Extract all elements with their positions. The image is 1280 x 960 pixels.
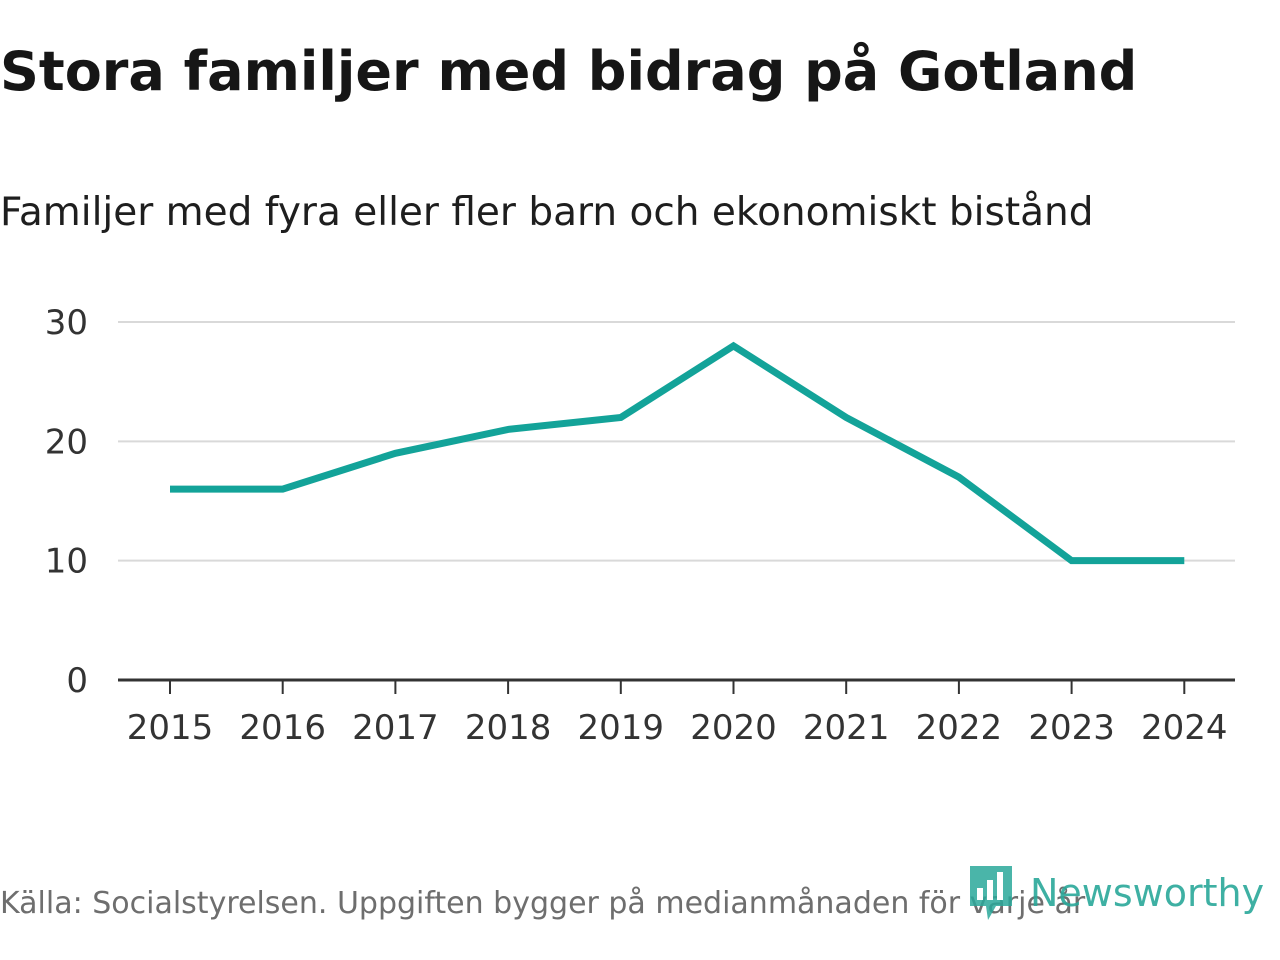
y-axis-ticks: 0 10 20 30 — [45, 303, 88, 701]
x-tick-label: 2024 — [1141, 708, 1228, 748]
y-tick-label: 20 — [45, 422, 88, 462]
x-axis-ticks: 2015 2016 2017 2018 2019 2020 2021 2022 2023 2024 — [127, 680, 1228, 748]
newsworthy-logo-icon — [970, 866, 1012, 920]
y-tick-label: 10 — [45, 542, 88, 582]
source-note: Källa: Socialstyrelsen. Uppgiften bygger… — [0, 886, 1086, 921]
y-tick-label: 30 — [45, 303, 88, 343]
brand-name: Newsworthy — [1030, 871, 1265, 915]
x-tick-label: 2022 — [916, 708, 1003, 748]
x-tick-label: 2021 — [803, 708, 890, 748]
x-tick-label: 2020 — [690, 708, 777, 748]
x-tick-label: 2018 — [465, 708, 552, 748]
x-tick-label: 2015 — [127, 708, 214, 748]
line-chart: 0 10 20 30 2015 2016 2017 2018 2019 2020 2021 2022… — [45, 303, 1235, 748]
series-layer — [170, 341, 1185, 565]
x-tick-label: 2017 — [352, 708, 439, 748]
x-tick-label: 2016 — [239, 708, 326, 748]
chart-subtitle: Familjer med fyra eller fler barn och ek… — [0, 190, 1094, 235]
y-tick-label: 0 — [66, 661, 88, 701]
x-tick-label: 2019 — [578, 708, 665, 748]
x-tick-label: 2023 — [1028, 708, 1115, 748]
gridlines — [118, 321, 1235, 562]
brand-logo[interactable]: Newsworthy — [966, 862, 1264, 924]
series-line — [170, 341, 1185, 565]
chart-title: Stora familjer med bidrag på Gotland — [0, 40, 1138, 103]
